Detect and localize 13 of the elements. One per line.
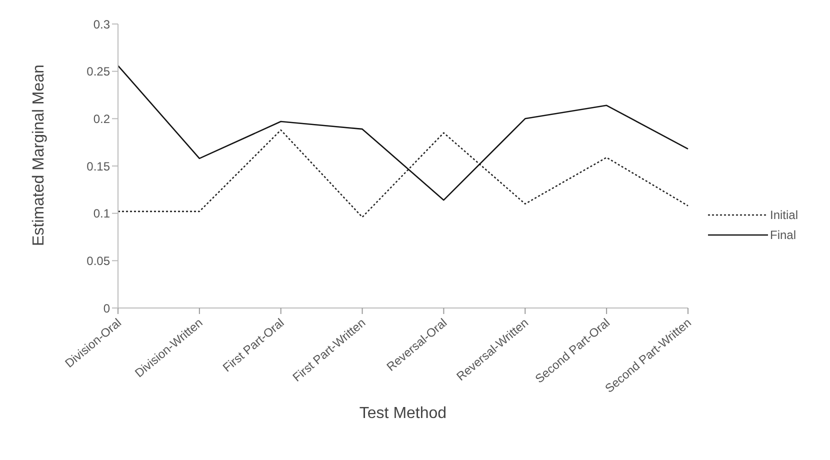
y-tick-label: 0.3 <box>93 17 110 32</box>
y-tick-label: 0.1 <box>93 206 110 221</box>
x-axis-title: Test Method <box>359 405 447 422</box>
y-tick-label: 0.2 <box>93 112 110 126</box>
legend-label: Initial <box>770 208 798 222</box>
y-tick-label: 0 <box>103 301 110 316</box>
legend-label: Final <box>770 228 796 242</box>
y-axis-title: Estimated Marginal Mean <box>30 64 48 246</box>
y-tick-label: 0.25 <box>86 64 110 79</box>
y-tick-label: 0.15 <box>86 159 110 174</box>
line-series <box>117 129 689 218</box>
line-series <box>117 65 689 201</box>
y-tick-label: 0.05 <box>86 254 110 268</box>
